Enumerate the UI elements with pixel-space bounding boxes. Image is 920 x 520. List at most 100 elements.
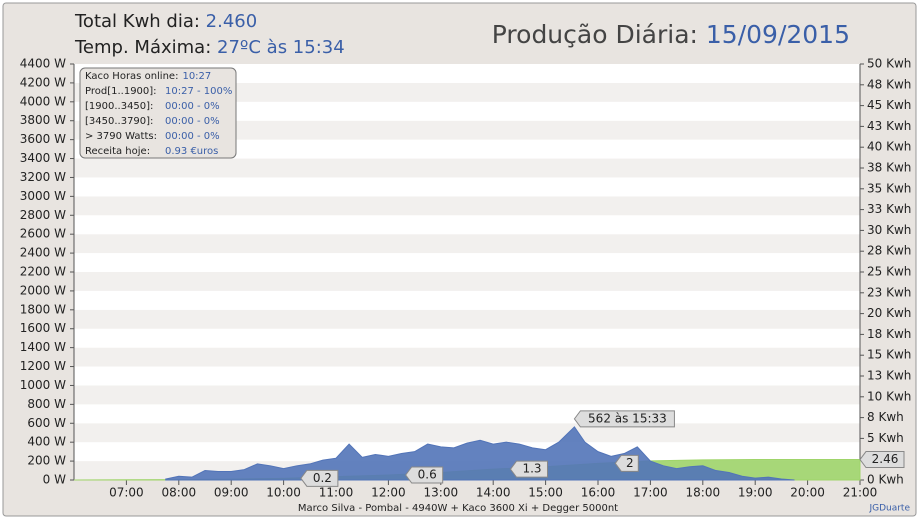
x-tick-label: 11:00	[319, 486, 354, 500]
y2-tick-label: 38 Kwh	[867, 161, 911, 175]
annotation-label: 0.6	[418, 468, 437, 482]
y-tick-label: 2000 W	[20, 283, 66, 297]
x-tick-label: 17:00	[633, 486, 668, 500]
grid-band	[74, 290, 860, 310]
y-tick-label: 3600 W	[20, 132, 66, 146]
info-value: 0.93 €uros	[165, 146, 218, 157]
title-label: Produção Diária:	[492, 20, 698, 49]
x-tick-label: 16:00	[581, 486, 616, 500]
y-tick-label: 4200 W	[20, 75, 66, 89]
y2-tick-label: 15 Kwh	[867, 348, 911, 362]
grid-band	[74, 366, 860, 386]
total: Total Kwh dia: 2.460	[74, 11, 257, 32]
info-row: [1900..3450]: 00:00 - 0%	[85, 101, 220, 112]
y2-tick-label: 40 Kwh	[867, 140, 911, 154]
title-date: 15/09/2015	[706, 20, 850, 49]
x-tick-label: 12:00	[371, 486, 406, 500]
grid-band	[74, 309, 860, 329]
y-tick-label: 2200 W	[20, 265, 66, 279]
y-tick-label: 800 W	[27, 397, 66, 411]
y-tick-label: 1000 W	[20, 378, 66, 392]
y2-tick-label: 0 Kwh	[867, 473, 904, 487]
y2-tick-label: 33 Kwh	[867, 202, 911, 216]
x-tick-label: 21:00	[843, 486, 878, 500]
info-label: Kaco Horas online:	[85, 71, 178, 82]
y-tick-label: 1400 W	[20, 340, 66, 354]
y-tick-label: 600 W	[27, 416, 66, 430]
info-label: Receita hoje:	[85, 146, 150, 157]
info-label: > 3790 Watts:	[85, 131, 157, 142]
grid-band	[74, 101, 860, 121]
y-tick-label: 2600 W	[20, 227, 66, 241]
y2-tick-label: 23 Kwh	[867, 285, 911, 299]
x-tick-label: 07:00	[109, 486, 144, 500]
x-tick-label: 09:00	[214, 486, 249, 500]
y2-tick-label: 20 Kwh	[867, 306, 911, 320]
y-tick-label: 200 W	[27, 454, 66, 468]
info-value: 00:00 - 0%	[165, 101, 220, 112]
annotation-label: 562 às 15:33	[588, 411, 667, 425]
info-value: 00:00 - 0%	[165, 131, 220, 142]
y2-tick-label: 25 Kwh	[867, 265, 911, 279]
footer: Marco Silva - Pombal - 4940W + Kaco 3600…	[298, 503, 618, 514]
info-row: Receita hoje: 0.93 €uros	[85, 146, 218, 157]
grid-band	[74, 347, 860, 367]
y2-tick-label: 45 Kwh	[867, 98, 911, 112]
annotation-box	[509, 460, 548, 478]
y-tick-label: 0 W	[43, 473, 66, 487]
y2-tick-label: 28 Kwh	[867, 244, 911, 258]
y-tick-label: 3200 W	[20, 170, 66, 184]
grid-band	[74, 215, 860, 235]
y2-tick-label: 43 Kwh	[867, 119, 911, 133]
y-tick-label: 3400 W	[20, 151, 66, 165]
grid-band	[74, 177, 860, 197]
grid-band	[74, 328, 860, 348]
annotation-label: 1.3	[522, 462, 541, 476]
y2-tick-label: 48 Kwh	[867, 77, 911, 91]
annotation-box	[573, 410, 675, 428]
info-label: [3450..3790]:	[85, 116, 153, 127]
total-value: 2.460	[206, 11, 258, 32]
marks: 0.2 0.6 1.3 2 2.46 562 às 15:33	[73, 410, 905, 487]
y2-tick-label: 13 Kwh	[867, 369, 911, 383]
info-row: Prod[1..1900]: 10:27 - 100%	[85, 86, 232, 97]
temp-value: 27ºC às 15:34	[217, 37, 345, 58]
info-value: 10:27 - 100%	[165, 86, 232, 97]
x-tick-label: 19:00	[738, 486, 773, 500]
y-tick-label: 400 W	[27, 435, 66, 449]
grid: 0 W 200 W 400 W 600 W 800 W 1000 W 1200 W 1400 …	[20, 57, 912, 500]
y-tick-label: 2400 W	[20, 246, 66, 260]
info-label: [1900..3450]:	[85, 101, 153, 112]
info-label: Prod[1..1900]:	[85, 86, 157, 97]
info-value: 00:00 - 0%	[165, 116, 220, 127]
x-tick-label: 08:00	[162, 486, 197, 500]
grid-band	[74, 423, 860, 443]
title: Produção Diária: 15/09/2015	[492, 20, 850, 49]
x-tick-label: 20:00	[790, 486, 825, 500]
grid-band	[74, 385, 860, 405]
total-label: Total Kwh dia:	[74, 11, 200, 32]
credit: JGDuarte	[868, 504, 910, 514]
annotation-label: 2.46	[872, 452, 899, 466]
annotation-label: 0.2	[313, 471, 332, 485]
y2-tick-label: 8 Kwh	[867, 410, 904, 424]
temp: Temp. Máxima: 27ºC às 15:34	[74, 37, 345, 58]
y2-tick-label: 30 Kwh	[867, 223, 911, 237]
temp-label: Temp. Máxima:	[74, 37, 211, 58]
y-tick-label: 4400 W	[20, 57, 66, 71]
info-value: 10:27	[182, 71, 211, 82]
grid-band	[74, 82, 860, 102]
grid-band	[74, 64, 860, 83]
grid-band	[74, 253, 860, 272]
y2-tick-label: 5 Kwh	[867, 431, 904, 445]
info-row: [3450..3790]: 00:00 - 0%	[85, 116, 220, 127]
x-tick-label: 10:00	[266, 486, 301, 500]
annotation-box	[300, 469, 339, 487]
y-tick-label: 4000 W	[20, 94, 66, 108]
grid-band	[74, 120, 860, 140]
x-tick-label: 15:00	[528, 486, 563, 500]
info: Kaco Horas online: 10:27 Prod[1..1900]: 10:…	[85, 71, 232, 157]
info-box	[79, 67, 237, 159]
